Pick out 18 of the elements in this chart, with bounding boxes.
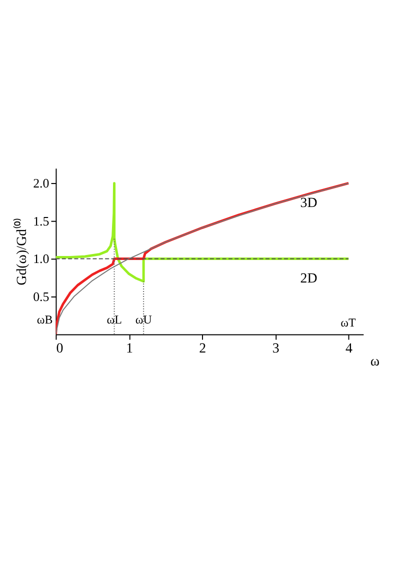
y-tick-label: 1.5 — [33, 213, 50, 228]
annotation: ωB — [36, 312, 53, 327]
x-tick-label: 4 — [346, 342, 353, 357]
y-axis-title: Gd(ω)/Gd⁽⁰⁾ — [13, 218, 30, 286]
line-series — [56, 182, 350, 283]
annotation: ωT — [340, 315, 357, 330]
y-tick-label: 0.5 — [33, 288, 50, 304]
x-tick-label: 1 — [126, 342, 133, 357]
series-label: 2D — [300, 272, 318, 287]
y-tick-label: 1.0 — [33, 251, 50, 266]
annotation: ωL — [106, 312, 122, 327]
x-axis-title: ω — [370, 354, 380, 370]
y-tick-label: 2.0 — [33, 176, 50, 191]
annotation: ωU — [135, 312, 152, 327]
x-tick-label: 2 — [199, 342, 206, 357]
x-tick-label: 0 — [56, 342, 64, 357]
x-tick-label: 3 — [272, 342, 280, 357]
series-label: 3D — [300, 196, 318, 212]
